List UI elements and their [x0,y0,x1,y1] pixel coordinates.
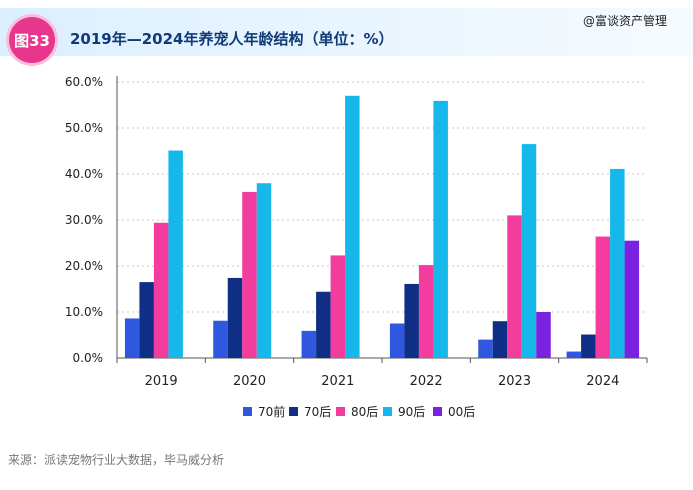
source-note: 来源：派读宠物行业大数据，毕马威分析 [8,453,225,467]
figure-number-badge: 图33 [9,17,55,63]
x-tick-label: 2023 [498,374,531,389]
legend-swatch [383,407,392,416]
legend-item: 90后 [383,403,425,420]
legend-swatch [433,407,442,416]
bar-70前 [389,323,405,358]
bar-80后 [507,215,522,358]
legend-item: 00后 [433,403,475,420]
legend-swatch [336,407,345,416]
legend-item: 70后 [289,403,331,420]
title-banner: 图33 2019年—2024年养宠人年龄结构（单位：%） [0,8,693,63]
bar-80后 [330,255,346,358]
legend-label: 00后 [448,405,476,419]
x-tick-label: 2020 [233,374,266,389]
legend-item: 70前 [243,403,285,420]
bar-90后 [433,100,448,359]
x-tick-label: 2019 [145,374,178,389]
bar-70前 [478,339,493,358]
bar-90后 [610,168,625,358]
bar-90后 [256,183,272,358]
bar-80后 [418,265,434,358]
bar-80后 [595,236,611,358]
y-tick-label: 30.0% [65,213,103,227]
bar-80后 [153,222,169,358]
legend-item: 80后 [336,403,378,420]
y-tick-label: 60.0% [65,75,103,89]
bar-90后 [168,150,183,358]
bar-90后 [345,95,360,359]
legend-swatch [243,407,252,416]
bar-70前 [301,330,317,358]
bar-70后 [492,321,508,358]
y-tick-label: 0.0% [73,351,104,365]
y-tick-label: 50.0% [65,121,103,135]
bar-70后 [227,277,243,358]
bar-70前 [566,351,582,358]
y-tick-label: 20.0% [65,259,103,273]
bar-70后 [404,283,419,358]
bar-70后 [139,282,154,358]
bar-80后 [242,191,257,358]
legend-label: 70后 [304,405,332,419]
bar-90后 [521,144,537,358]
bar-70后 [581,334,596,358]
bar-70前 [124,318,140,358]
bar-00后 [536,312,551,358]
legend-label: 80后 [351,405,379,419]
legend-label: 70前 [258,405,286,419]
legend-swatch [289,407,298,416]
bar-70后 [316,291,331,358]
bar-00后 [624,240,640,358]
chart-legend: 70前 70后 80后 90后 00后 [0,403,693,423]
legend-label: 90后 [398,405,426,419]
x-tick-label: 2022 [410,374,443,389]
bar-70前 [213,320,228,358]
chart-title: 2019年—2024年养宠人年龄结构（单位：%） [70,30,394,48]
watermark: @富谈资产管理 [583,14,668,28]
x-tick-label: 2024 [586,374,619,389]
x-tick-label: 2021 [321,374,354,389]
y-tick-label: 10.0% [65,305,103,319]
y-tick-label: 40.0% [65,167,103,181]
